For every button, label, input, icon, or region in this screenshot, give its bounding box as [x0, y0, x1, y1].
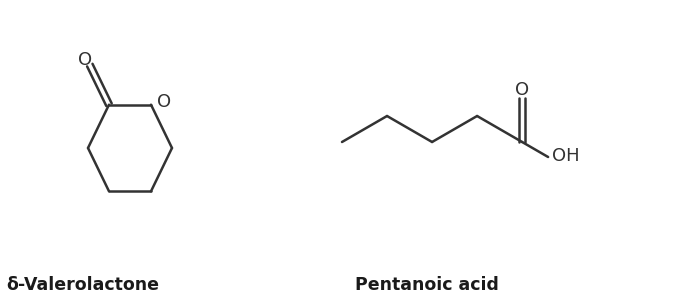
Text: O: O	[79, 51, 93, 69]
Text: Pentanoic acid: Pentanoic acid	[355, 276, 499, 294]
Text: O: O	[157, 93, 171, 111]
Text: δ-Valerolactone: δ-Valerolactone	[6, 276, 159, 294]
Text: OH: OH	[552, 147, 580, 165]
Text: O: O	[515, 81, 529, 99]
